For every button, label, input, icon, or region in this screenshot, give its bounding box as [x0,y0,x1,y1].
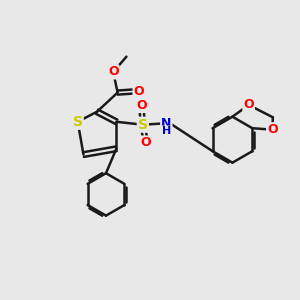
Text: O: O [140,136,151,149]
Text: H: H [162,127,171,136]
Text: O: O [243,98,254,111]
Text: N: N [161,117,172,130]
Text: O: O [267,123,278,136]
Text: O: O [108,65,119,79]
Text: O: O [134,85,144,98]
Text: S: S [138,118,148,132]
Text: O: O [136,99,147,112]
Text: S: S [73,115,83,129]
